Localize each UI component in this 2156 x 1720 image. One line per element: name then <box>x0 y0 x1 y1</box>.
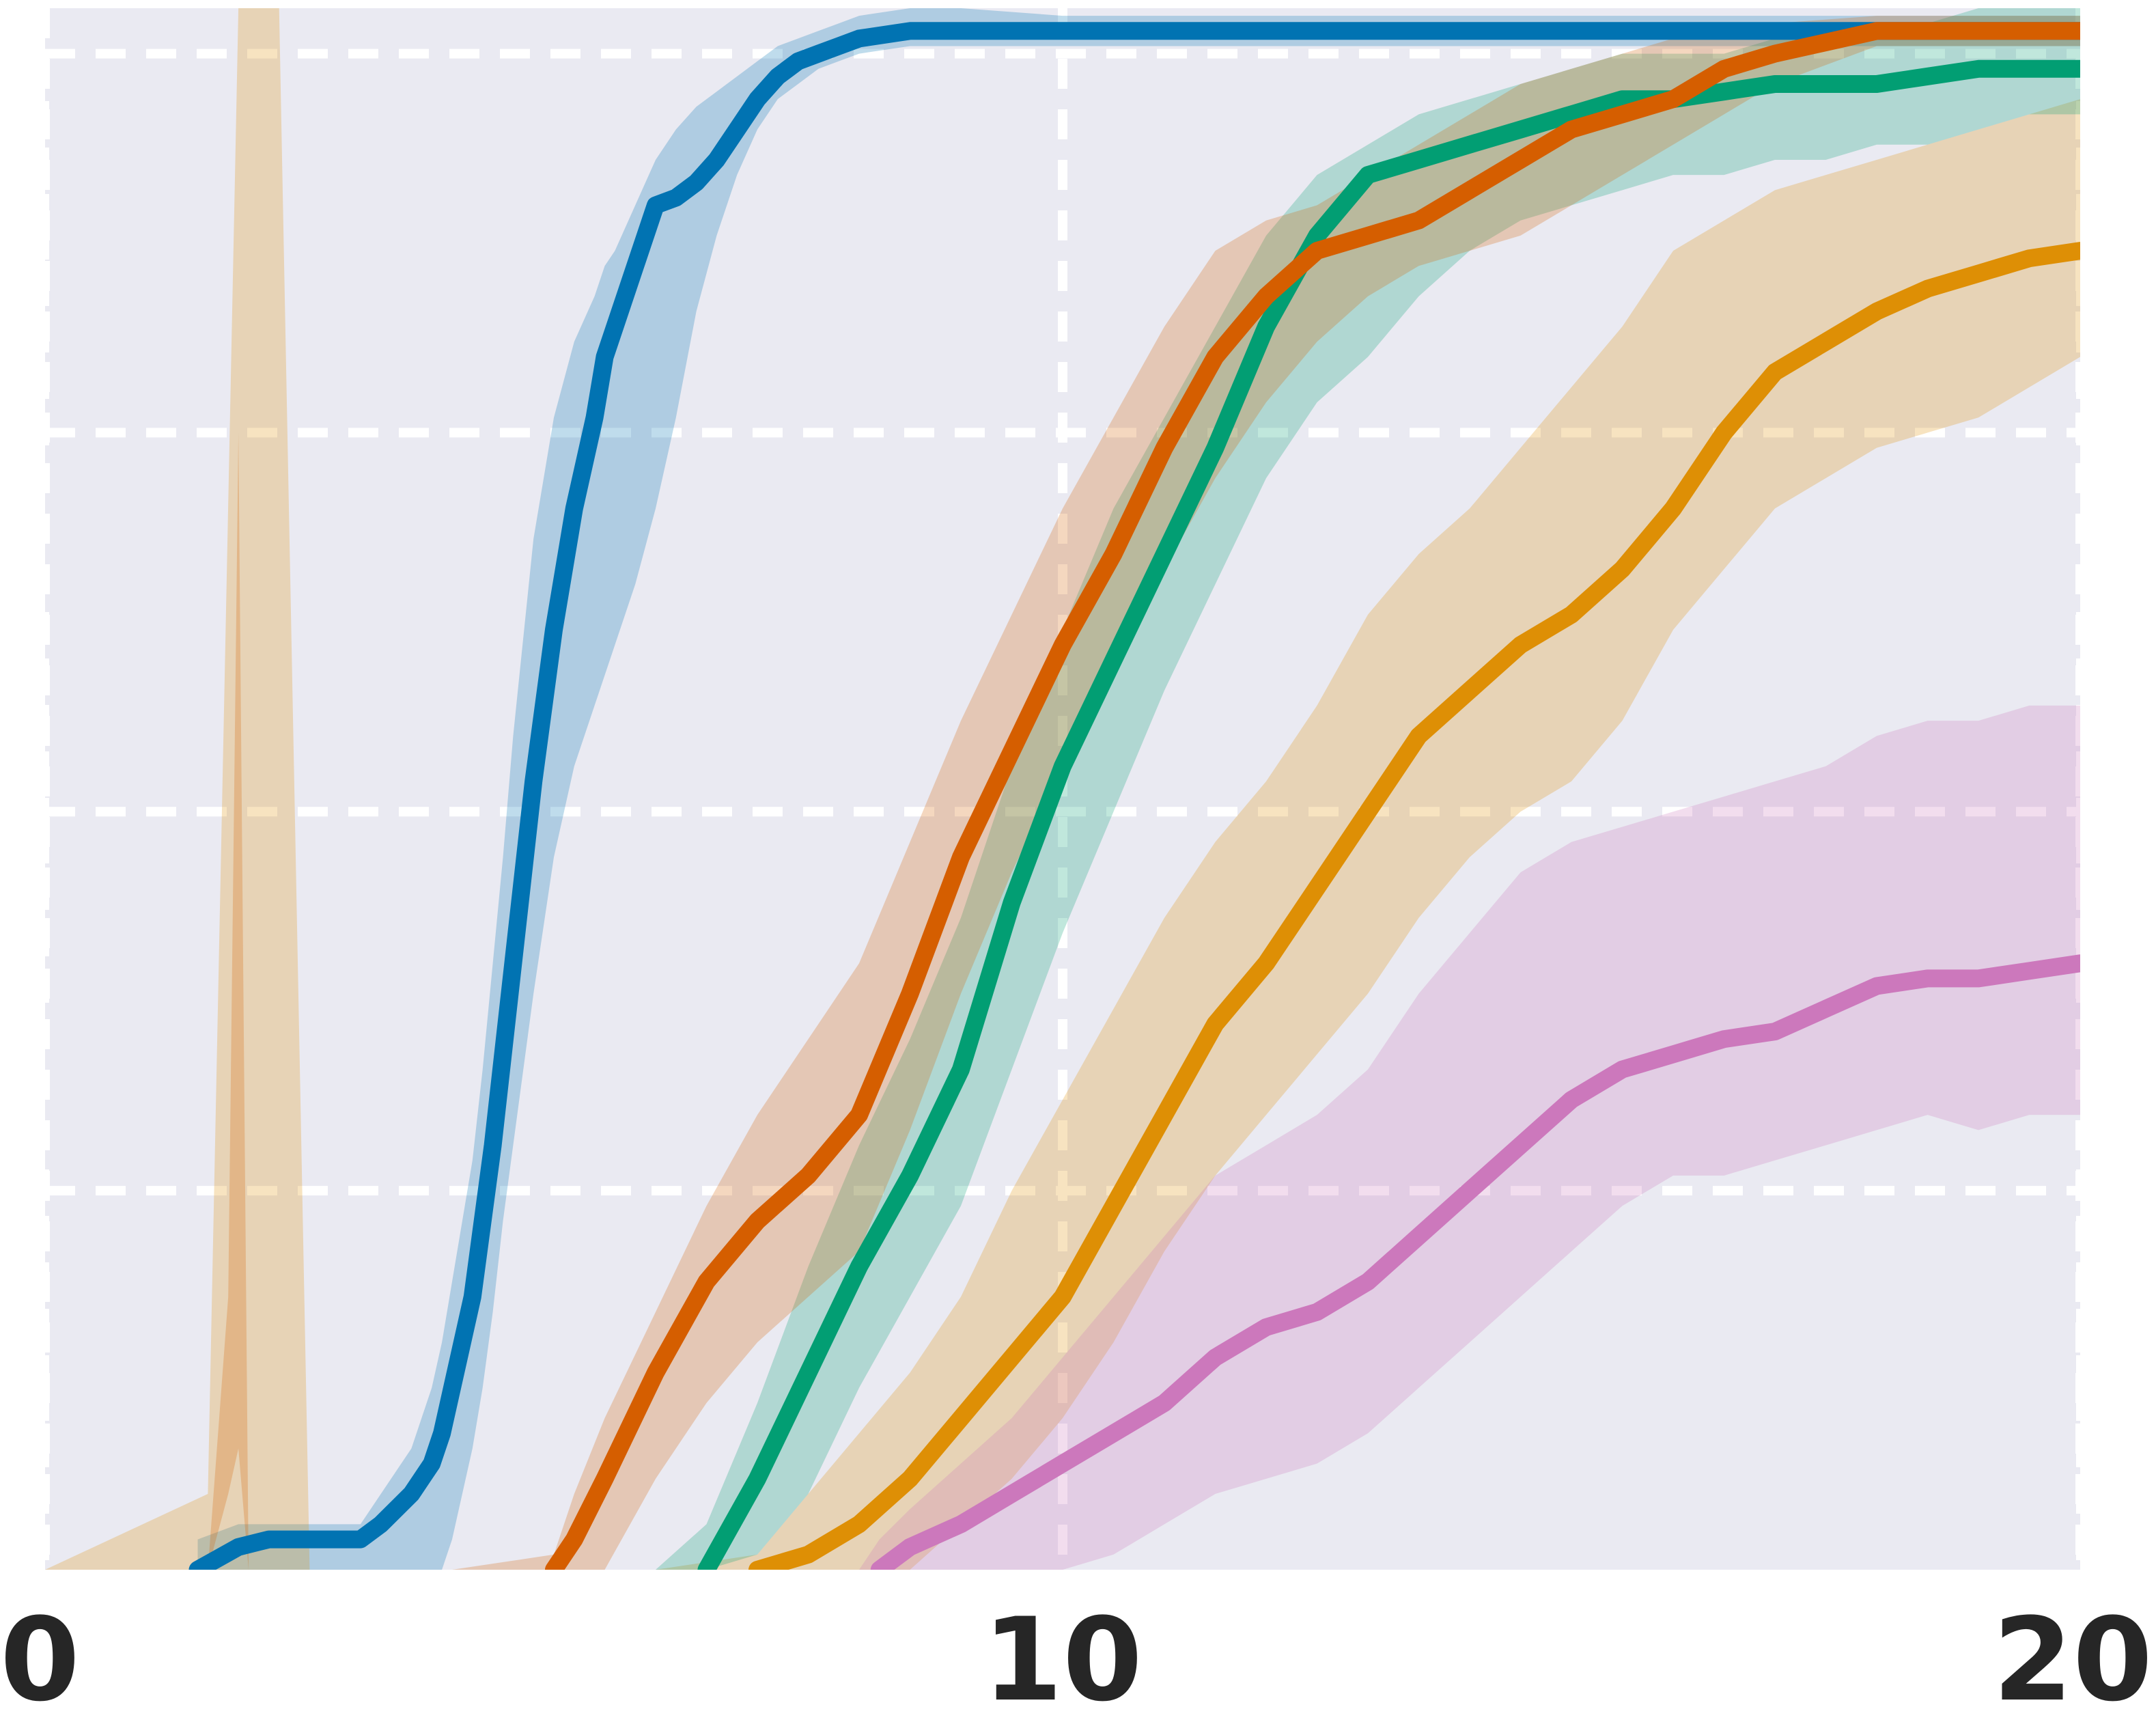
x-tick-labels: 0 10 20 <box>0 1593 2153 1720</box>
band-0 <box>197 8 2080 1570</box>
y-tick-marks <box>41 8 2084 1570</box>
x-tick-label-1: 10 <box>983 1593 1143 1720</box>
x-tick-label-0: 0 <box>0 1593 80 1720</box>
series-line-2 <box>697 59 2080 1570</box>
series-line-4 <box>870 954 2080 1570</box>
series-line-3 <box>545 22 2080 1570</box>
series-lines <box>188 22 2080 1570</box>
band-4 <box>45 705 2080 1570</box>
series-line-0 <box>188 22 2080 1570</box>
series-line-1 <box>748 242 2080 1570</box>
x-tick-label-2: 20 <box>1993 1593 2153 1720</box>
band-1 <box>45 8 2080 1570</box>
